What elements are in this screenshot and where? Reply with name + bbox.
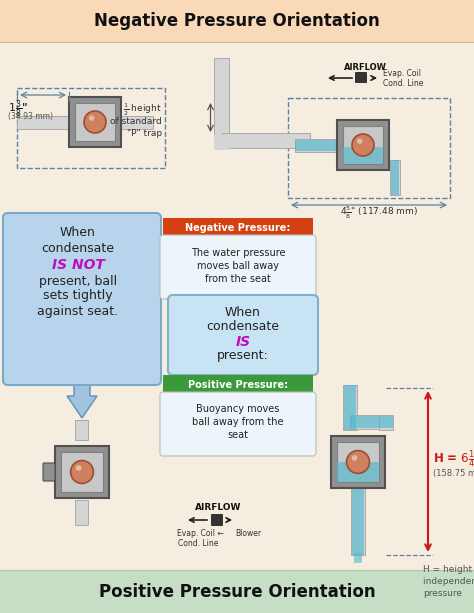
Text: pressure: pressure (423, 588, 462, 598)
FancyBboxPatch shape (344, 385, 356, 430)
Text: Negative Pressure Orientation: Negative Pressure Orientation (94, 12, 380, 30)
Text: Positive Pressure:: Positive Pressure: (188, 380, 288, 390)
FancyBboxPatch shape (215, 135, 229, 150)
Text: Blower: Blower (235, 530, 261, 538)
Text: H = $6\frac{1}{4}$": H = $6\frac{1}{4}$" (433, 449, 474, 470)
Circle shape (346, 451, 369, 473)
FancyBboxPatch shape (343, 147, 383, 164)
Text: $1\frac{3}{8}$": $1\frac{3}{8}$" (8, 98, 28, 120)
Circle shape (71, 460, 93, 484)
FancyBboxPatch shape (69, 97, 121, 147)
Text: Evap. Coil: Evap. Coil (383, 69, 421, 77)
Text: condensate: condensate (207, 319, 280, 332)
FancyBboxPatch shape (17, 115, 69, 129)
Circle shape (352, 455, 357, 461)
Circle shape (84, 111, 106, 133)
FancyBboxPatch shape (0, 42, 474, 570)
Text: Buoyancy moves: Buoyancy moves (196, 404, 280, 414)
FancyBboxPatch shape (62, 452, 102, 492)
Text: from the seat: from the seat (205, 274, 271, 284)
FancyBboxPatch shape (163, 375, 313, 395)
FancyBboxPatch shape (75, 103, 115, 141)
FancyBboxPatch shape (215, 58, 229, 135)
FancyBboxPatch shape (295, 140, 337, 151)
FancyBboxPatch shape (121, 115, 153, 129)
Text: present:: present: (217, 349, 269, 362)
FancyBboxPatch shape (343, 126, 383, 164)
FancyBboxPatch shape (355, 72, 367, 83)
FancyBboxPatch shape (0, 570, 474, 613)
Text: independent of: independent of (423, 576, 474, 585)
Circle shape (352, 134, 374, 156)
Circle shape (76, 465, 82, 471)
FancyBboxPatch shape (351, 488, 365, 555)
Polygon shape (67, 380, 97, 418)
Text: moves ball away: moves ball away (197, 261, 279, 271)
FancyBboxPatch shape (350, 415, 393, 429)
FancyBboxPatch shape (75, 420, 89, 440)
Text: Negative Pressure:: Negative Pressure: (185, 223, 291, 233)
FancyBboxPatch shape (379, 415, 393, 430)
FancyBboxPatch shape (337, 442, 379, 482)
Text: Cond. Line: Cond. Line (383, 78, 423, 88)
FancyBboxPatch shape (337, 120, 389, 170)
Text: against seat.: against seat. (37, 305, 118, 319)
Text: The water pressure: The water pressure (191, 248, 285, 258)
Text: IS: IS (236, 335, 251, 349)
FancyBboxPatch shape (222, 132, 310, 148)
FancyBboxPatch shape (352, 488, 364, 555)
Text: Positive Pressure Orientation: Positive Pressure Orientation (99, 583, 375, 601)
FancyBboxPatch shape (354, 553, 362, 563)
Text: IS NOT: IS NOT (52, 258, 104, 272)
Text: present, ball: present, ball (39, 275, 117, 287)
Text: $\frac{1}{2}$ height: $\frac{1}{2}$ height (123, 102, 162, 118)
FancyBboxPatch shape (55, 446, 109, 498)
Text: condensate: condensate (42, 242, 115, 254)
Text: AIRFLOW: AIRFLOW (344, 64, 386, 72)
FancyBboxPatch shape (337, 462, 379, 482)
Text: When: When (60, 226, 96, 240)
Text: $4\frac{5}{8}$" (117.48 mm): $4\frac{5}{8}$" (117.48 mm) (340, 205, 418, 221)
FancyBboxPatch shape (391, 160, 399, 195)
Circle shape (89, 115, 94, 121)
FancyBboxPatch shape (160, 235, 316, 299)
FancyBboxPatch shape (75, 500, 89, 525)
FancyBboxPatch shape (160, 392, 316, 456)
Text: "P" trap: "P" trap (127, 129, 162, 139)
FancyBboxPatch shape (0, 0, 474, 42)
Text: Cond. Line: Cond. Line (178, 539, 218, 549)
FancyBboxPatch shape (343, 385, 357, 430)
Text: AIRFLOW: AIRFLOW (195, 503, 241, 512)
FancyBboxPatch shape (331, 436, 385, 488)
Text: (158.75 mm): (158.75 mm) (433, 469, 474, 478)
Text: of standard: of standard (110, 118, 162, 126)
Text: seat: seat (228, 430, 248, 440)
FancyBboxPatch shape (295, 139, 337, 151)
Text: sets tightly: sets tightly (43, 289, 113, 302)
FancyBboxPatch shape (390, 160, 400, 195)
FancyBboxPatch shape (168, 295, 318, 375)
Text: Evap. Coil ←: Evap. Coil ← (177, 530, 223, 538)
Circle shape (357, 139, 363, 144)
FancyBboxPatch shape (350, 416, 393, 428)
Text: H = height of trap: H = height of trap (423, 565, 474, 574)
FancyBboxPatch shape (3, 213, 161, 385)
FancyBboxPatch shape (211, 514, 223, 526)
Text: (34.93 mm): (34.93 mm) (8, 113, 53, 121)
Text: When: When (225, 305, 261, 319)
Text: ball away from the: ball away from the (192, 417, 284, 427)
FancyBboxPatch shape (163, 218, 313, 238)
FancyBboxPatch shape (43, 463, 55, 481)
